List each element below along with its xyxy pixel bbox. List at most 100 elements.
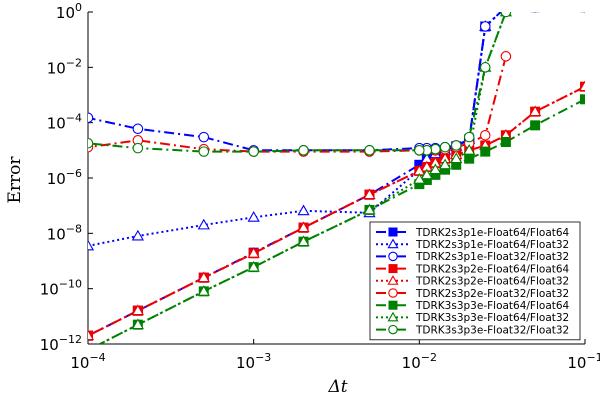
data-point <box>530 120 541 131</box>
y-tick-label: 10−8 <box>47 222 82 243</box>
data-point <box>438 158 452 170</box>
x-tick-label: 10−3 <box>236 351 271 372</box>
data-point <box>363 203 376 215</box>
data-point <box>88 329 95 341</box>
series-line <box>88 12 503 152</box>
data-point <box>582 12 585 13</box>
data-point <box>247 247 260 258</box>
data-point <box>197 285 210 296</box>
data-point <box>463 131 475 143</box>
marker-layer <box>88 2 590 344</box>
legend-entry: TDRK2s3p1e-Float64/Float32 <box>415 239 569 251</box>
data-point <box>131 229 144 241</box>
data-point <box>429 163 442 175</box>
data-point <box>500 51 512 62</box>
data-point <box>88 112 94 124</box>
data-point <box>430 143 441 155</box>
data-point <box>132 123 144 135</box>
legend-entry: TDRK2s3p2e-Float32/Float32 <box>415 288 569 300</box>
y-tick-label: 100 <box>56 1 82 22</box>
data-point <box>503 12 508 13</box>
data-point <box>439 141 451 153</box>
y-tick-label: 10−4 <box>47 112 82 133</box>
legend: TDRK2s3p1e-Float64/Float64TDRK2s3p1e-Flo… <box>369 221 581 341</box>
y-tick-label: 10−10 <box>40 278 82 299</box>
data-point <box>578 80 585 92</box>
series-line <box>97 98 585 344</box>
data-point <box>247 211 260 222</box>
x-tick-label: 10−4 <box>70 351 105 372</box>
data-point <box>580 12 585 13</box>
legend-marker <box>388 300 398 310</box>
data-point <box>464 153 475 164</box>
data-point <box>533 12 538 13</box>
data-point <box>197 271 210 283</box>
legend-marker <box>387 238 399 249</box>
y-tick-label: 10−12 <box>40 333 82 354</box>
data-point <box>500 137 511 148</box>
data-point <box>533 12 538 13</box>
legend-entry: TDRK2s3p1e-Float64/Float64 <box>415 227 570 239</box>
data-point <box>248 146 259 157</box>
series-line <box>88 12 503 247</box>
series-line <box>88 56 507 153</box>
data-point <box>414 145 425 156</box>
legend-marker <box>388 324 398 335</box>
data-point <box>530 2 540 11</box>
legend-entry: TDRK3s3p3e-Float64/Float32 <box>415 312 569 324</box>
data-point <box>298 145 309 156</box>
data-point <box>197 218 210 230</box>
legend-entry: TDRK3s3p3e-Float64/Float64 <box>415 300 570 312</box>
legend-box <box>369 221 581 341</box>
y-axis-label: Error <box>5 156 25 204</box>
data-point <box>363 188 376 200</box>
data-point <box>297 204 310 216</box>
data-point <box>479 21 491 32</box>
legend-marker <box>388 227 398 237</box>
data-point <box>420 168 433 180</box>
legend-entry: TDRK2s3p2e-Float64/Float64 <box>415 263 570 275</box>
data-point <box>131 318 144 330</box>
data-point <box>297 235 310 247</box>
data-point <box>479 62 491 73</box>
legend-entry: TDRK2s3p2e-Float64/Float32 <box>415 276 569 288</box>
data-point <box>530 2 540 11</box>
data-point <box>500 12 512 18</box>
data-point <box>580 94 585 105</box>
legend-marker <box>388 264 398 274</box>
x-axis-ticks: 10−4 10−3 10−2 10−1 <box>70 339 600 372</box>
legend-entry: TDRK3s3p3e-Float32/Float32 <box>415 324 569 336</box>
data-point <box>582 12 585 13</box>
data-point <box>88 137 94 149</box>
data-point <box>501 2 511 11</box>
data-point <box>530 12 541 13</box>
data-point <box>463 144 476 155</box>
data-point <box>364 145 375 156</box>
data-point <box>198 146 210 157</box>
legend-entry: TDRK2s3p1e-Float32/Float32 <box>415 251 569 263</box>
x-axis-label: Δt <box>327 377 347 397</box>
data-point <box>580 2 590 11</box>
y-axis-ticks: 10−12 10−10 10−8 10−6 10−4 10−2 100 <box>40 1 93 354</box>
legend-marker <box>387 275 399 285</box>
data-point <box>297 221 310 233</box>
y-tick-label: 10−2 <box>47 56 82 77</box>
data-point <box>450 140 462 151</box>
data-point <box>480 146 491 157</box>
y-tick-label: 10−6 <box>47 167 82 188</box>
x-tick-label: 10−2 <box>402 351 437 372</box>
data-point <box>88 239 95 251</box>
data-point <box>479 130 491 141</box>
data-point <box>413 172 426 184</box>
data-point <box>529 105 542 117</box>
data-point <box>500 12 511 13</box>
legend-marker <box>387 311 399 322</box>
data-point <box>247 260 260 272</box>
data-point <box>132 142 144 154</box>
series-line <box>97 12 512 344</box>
data-point <box>131 304 144 316</box>
data-point <box>450 152 463 164</box>
x-tick-label: 10−1 <box>567 351 600 372</box>
data-point <box>198 131 210 143</box>
